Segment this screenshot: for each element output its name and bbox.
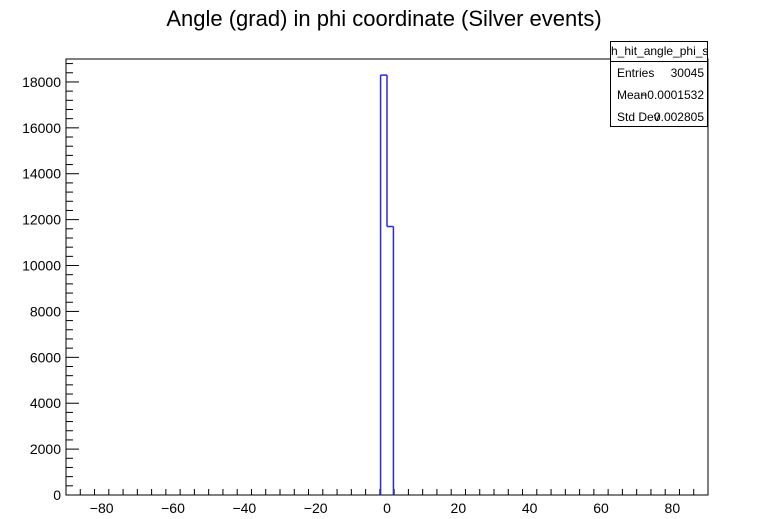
y-tick-label: 2000	[30, 441, 61, 457]
x-tick-label: −20	[304, 500, 328, 516]
y-tick-label: 18000	[22, 74, 61, 90]
y-tick-label: 16000	[22, 120, 61, 136]
x-tick-label: −40	[232, 500, 256, 516]
plot-frame	[65, 58, 709, 496]
y-tick-label: 12000	[22, 212, 61, 228]
y-tick-label: 0	[53, 487, 61, 503]
x-tick-label: −60	[161, 500, 185, 516]
y-tick-label: 8000	[30, 303, 61, 319]
stats-label: Std Dev	[617, 110, 660, 124]
x-tick-label: 20	[451, 500, 467, 516]
stats-value: −0.0001532	[640, 88, 704, 102]
x-tick-label: 40	[522, 500, 538, 516]
stats-label: Entries	[617, 66, 655, 80]
stats-row-entries: Entries 30045	[611, 62, 707, 84]
stats-value: 0.002805	[653, 110, 704, 124]
x-tick-label: −80	[90, 500, 114, 516]
stats-label: Mean	[617, 88, 648, 102]
x-axis: −80 −60 −40 −20 0 20 40 60 80	[65, 489, 709, 516]
x-tick-label: 60	[593, 500, 609, 516]
stats-row-stddev: Std Dev 0.002805	[611, 106, 707, 128]
x-tick-label: 0	[383, 500, 391, 516]
x-tick-label: 80	[665, 500, 681, 516]
chart-title: Angle (grad) in phi coordinate (Silver e…	[166, 6, 602, 31]
histogram-bars	[379, 74, 395, 495]
y-tick-label: 6000	[30, 349, 61, 365]
stats-row-mean: Mean −0.0001532	[611, 84, 707, 106]
y-axis: 0 2000 4000 6000 8000 10000 12000 14000 16000 180…	[22, 63, 79, 503]
stats-box: h_hit_angle_phi_silver Entries 30045 Mea…	[610, 41, 708, 127]
stats-value: 30045	[670, 66, 704, 80]
y-tick-label: 14000	[22, 166, 61, 182]
y-tick-label: 4000	[30, 395, 61, 411]
y-tick-label: 10000	[22, 258, 61, 274]
stats-histogram-name: h_hit_angle_phi_silver	[611, 42, 707, 62]
